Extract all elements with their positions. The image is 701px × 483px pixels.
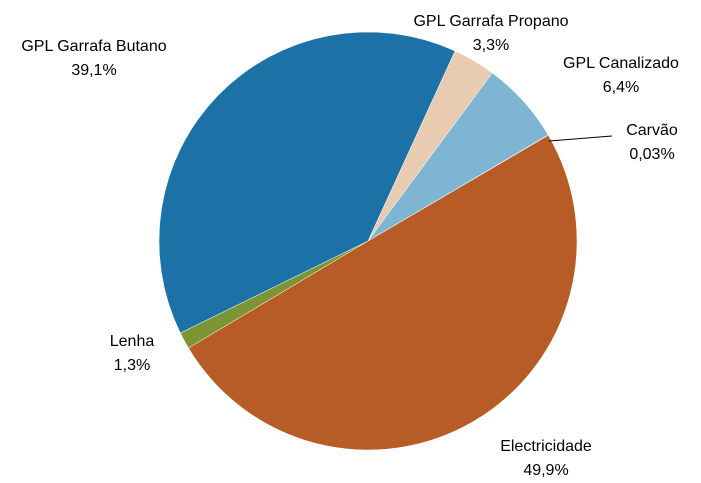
slice-value-label: 39,1% [71, 62, 116, 79]
slice-label: Lenha [110, 333, 155, 350]
leader-line [548, 135, 613, 142]
slice-label: Electricidade [500, 438, 592, 455]
slice-label: GPL Garrafa Butano [21, 38, 166, 55]
pie-slice [188, 134, 578, 451]
slice-value-label: 1,3% [114, 357, 150, 374]
pie-slice [158, 31, 456, 334]
slice-value-label: 6,4% [603, 79, 639, 96]
slice-label: GPL Garrafa Propano [413, 13, 568, 30]
slice-label: GPL Canalizado [563, 55, 679, 72]
slice-value-label: 0,03% [629, 146, 674, 163]
slice-label: Carvão [626, 122, 678, 139]
slice-value-label: 3,3% [473, 37, 509, 54]
slice-value-label: 49,9% [523, 462, 568, 479]
